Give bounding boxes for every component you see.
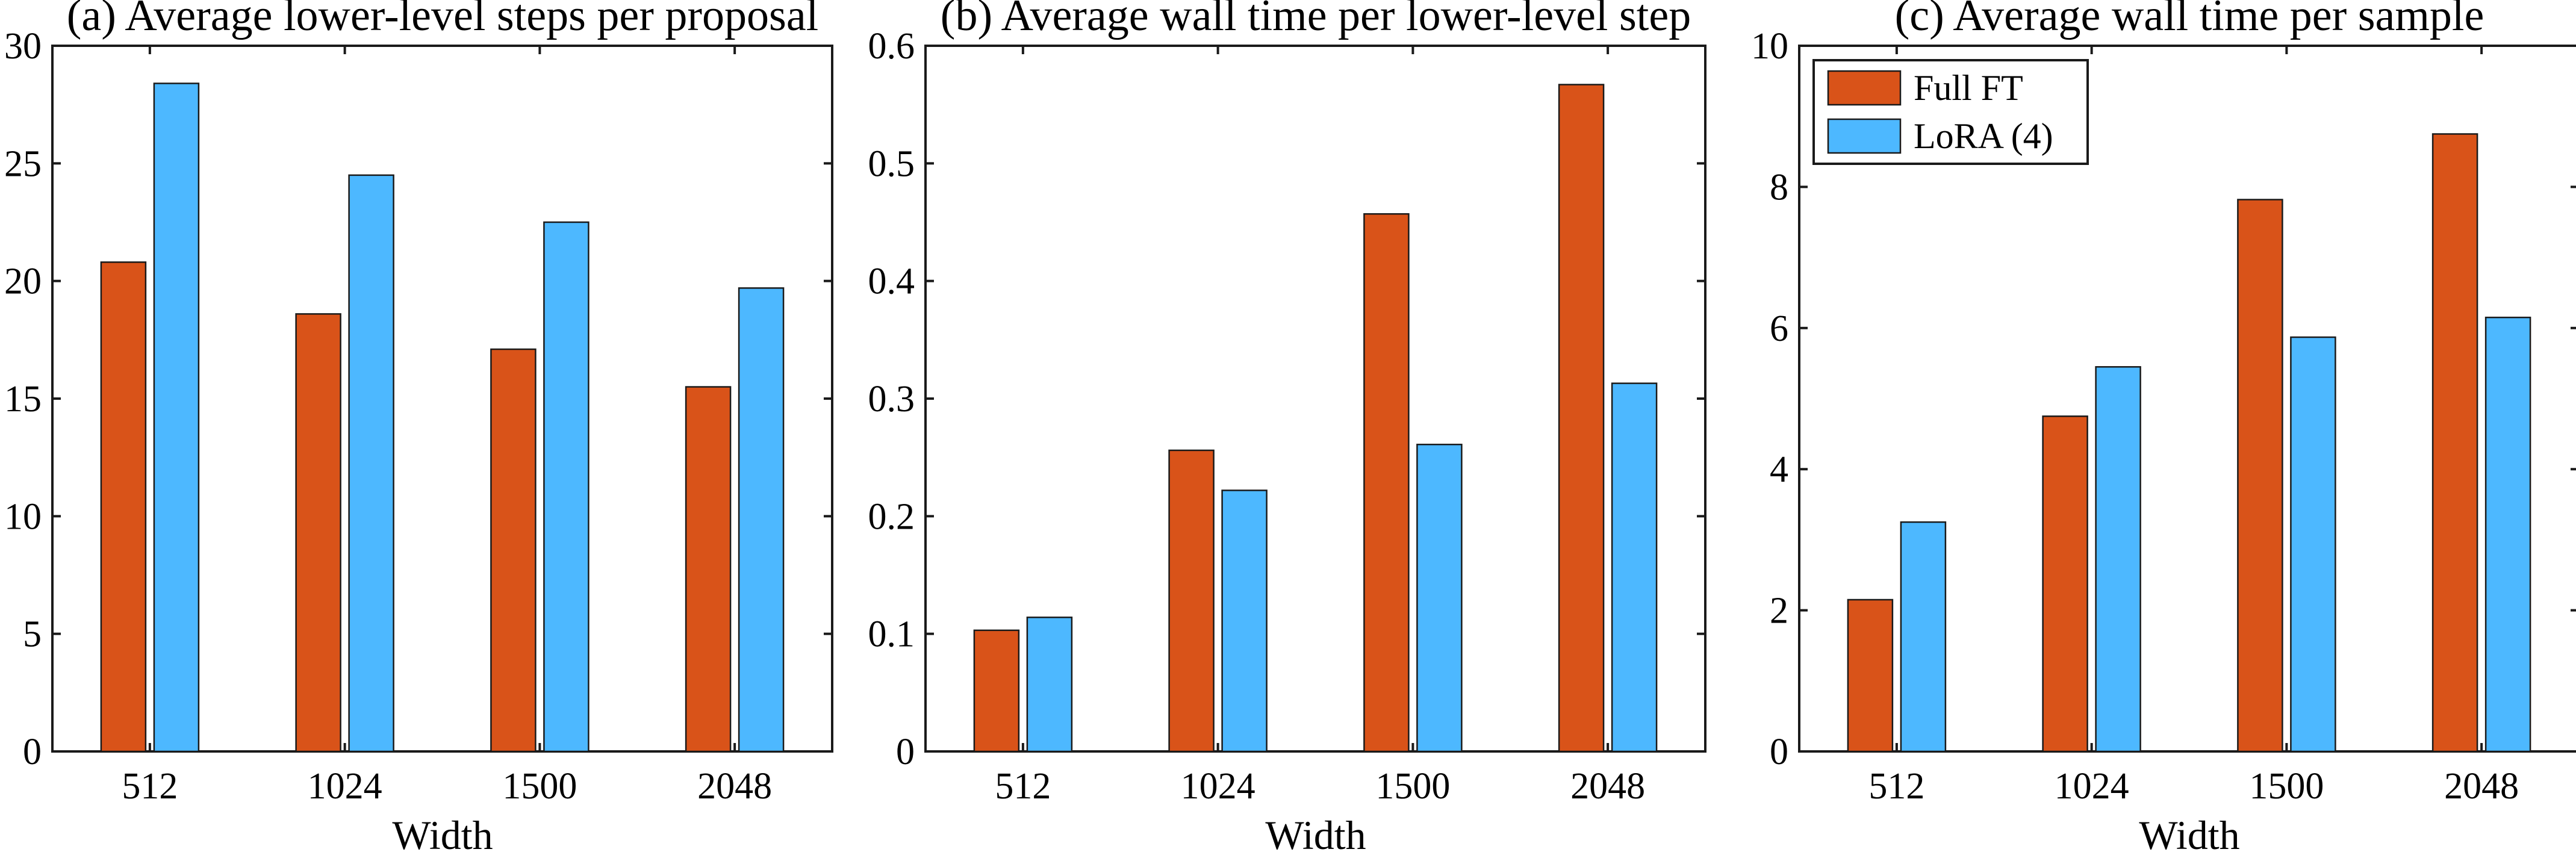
legend-swatch-lora (1827, 118, 1902, 154)
panel-a-y-tick-label: 10 (4, 496, 42, 537)
legend-swatch-full-ft (1827, 70, 1902, 106)
panel-a-x-tick-label: 1024 (308, 766, 382, 807)
panel-b-bar-lora-1024 (1221, 490, 1268, 753)
panel-b-bar-lora-512 (1026, 617, 1073, 753)
panel-a-x-tick-label: 2048 (697, 766, 772, 807)
panel-b-y-axis: 0 0.1 0.2 0.3 0.4 0.5 0.6 (868, 26, 1705, 773)
panel-b-y-tick-label: 0.4 (868, 261, 915, 302)
panel-a-y-tick-label: 15 (4, 379, 42, 420)
panel-b-x-tick-label: 2048 (1570, 766, 1645, 807)
panel-c-x-tick-label: 1500 (2249, 766, 2324, 807)
panel-a-bar-full-ft-1500 (490, 348, 537, 753)
panel-c-bar-full-ft-512 (1847, 598, 1894, 753)
panel-b: (b) Average wall time per lower-level st… (868, 0, 1706, 855)
panel-c-x-axis-label: Width (2139, 812, 2239, 855)
panel-b-bar-lora-2048 (1611, 382, 1658, 753)
panel-a-y-tick-label: 30 (4, 26, 42, 67)
panel-c-y-tick-label: 6 (1770, 308, 1788, 349)
legend: Full FT LoRA (4) (1812, 59, 2089, 165)
panel-c-bar-lora-1500 (2290, 336, 2336, 753)
panel-b-y-tick-label: 0.6 (868, 26, 915, 67)
panel-c-y-tick-label: 4 (1770, 449, 1788, 490)
panel-c-y-tick-label: 10 (1751, 26, 1788, 67)
panel-c-x-tick-label: 512 (1868, 766, 1924, 807)
panel-a-y-tick-label: 20 (4, 261, 42, 302)
panel-b-title: (b) Average wall time per lower-level st… (941, 0, 1691, 40)
panel-c: (c) Average wall time per sample 0 2 4 6 8 10… (1751, 0, 2576, 855)
panel-a-y-tick-label: 0 (23, 732, 42, 773)
panel-b-x-axis: 512 1024 1500 2048 (995, 46, 1645, 807)
panel-c-y-axis: 0 2 4 6 8 10 (1751, 26, 2576, 773)
panel-c-x-tick-label: 2048 (2444, 766, 2519, 807)
panel-a-x-axis-label: Width (392, 812, 493, 855)
panel-c-title: (c) Average wall time per sample (1895, 0, 2484, 40)
panel-b-bar-full-ft-2048 (1558, 84, 1605, 753)
panel-c-bar-full-ft-2048 (2431, 133, 2478, 753)
panel-a-bar-full-ft-2048 (685, 386, 732, 753)
panel-c-axes-frame (1798, 45, 2576, 753)
panel-a-bar-lora-2048 (738, 287, 785, 753)
panel-b-y-tick-label: 0.5 (868, 143, 915, 184)
panel-c-x-tick-label: 1024 (2055, 766, 2129, 807)
panel-c-bar-lora-512 (1900, 521, 1947, 753)
panel-a-y-axis: 0 5 10 15 20 25 30 (4, 26, 832, 773)
panel-a-bar-lora-512 (153, 82, 200, 753)
panel-c-bar-full-ft-1500 (2237, 199, 2283, 753)
panel-b-y-tick-label: 0 (896, 732, 915, 773)
panel-c-y-tick-label: 0 (1770, 732, 1788, 773)
panel-a-x-axis: 512 1024 1500 2048 (122, 46, 772, 807)
panel-b-x-axis-label: Width (1265, 812, 1366, 855)
panel-c-bar-full-ft-1024 (2042, 415, 2088, 753)
panel-c-x-axis: 512 1024 1500 2048 (1868, 46, 2519, 807)
panel-b-bar-full-ft-512 (973, 629, 1020, 753)
panel-a-bar-full-ft-1024 (295, 313, 341, 753)
panel-c-bar-lora-1024 (2095, 366, 2141, 753)
panel-c-bars (1847, 133, 2531, 753)
panel-b-bar-full-ft-1024 (1168, 449, 1215, 753)
panel-b-bar-lora-1500 (1416, 443, 1463, 753)
panel-b-y-tick-label: 0.1 (868, 614, 915, 655)
panel-b-x-tick-label: 512 (995, 766, 1051, 807)
panel-c-bar-lora-2048 (2484, 316, 2531, 753)
panel-a-bar-lora-1024 (348, 174, 394, 753)
legend-label-lora: LoRA (4) (1914, 116, 2053, 156)
panel-c-y-tick-label: 2 (1770, 591, 1788, 632)
panel-b-x-tick-label: 1500 (1375, 766, 1450, 807)
panel-b-bar-full-ft-1500 (1363, 213, 1410, 753)
legend-label-full-ft: Full FT (1914, 68, 2023, 108)
panel-a-bar-full-ft-512 (100, 261, 147, 753)
panel-a-x-tick-label: 512 (122, 766, 178, 807)
panel-b-x-tick-label: 1024 (1181, 766, 1255, 807)
panel-a-bar-lora-1500 (543, 221, 590, 753)
panel-a: (a) Average lower-level steps per propos… (4, 0, 833, 855)
panel-b-y-tick-label: 0.3 (868, 379, 915, 420)
panel-a-y-tick-label: 25 (4, 143, 42, 184)
panel-a-title: (a) Average lower-level steps per propos… (67, 0, 818, 40)
panel-c-y-tick-label: 8 (1770, 167, 1788, 208)
panel-a-y-tick-label: 5 (23, 614, 42, 655)
panel-a-bars (100, 82, 785, 753)
panel-a-x-tick-label: 1500 (502, 766, 577, 807)
panel-b-y-tick-label: 0.2 (868, 496, 915, 537)
panel-b-bars (973, 84, 1658, 753)
